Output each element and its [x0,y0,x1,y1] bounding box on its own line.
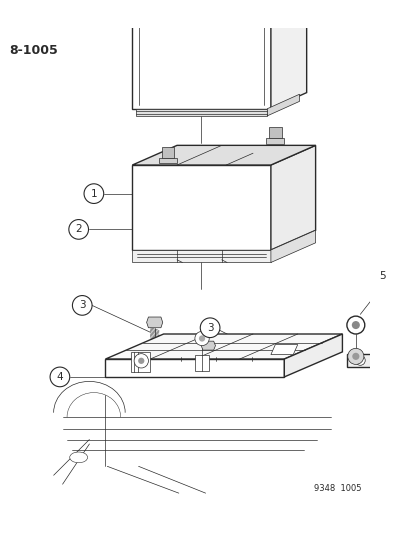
Circle shape [200,318,219,337]
Polygon shape [268,127,281,138]
Polygon shape [270,230,315,262]
Text: 2: 2 [75,224,82,235]
Polygon shape [266,138,284,143]
Text: 9348  1005: 9348 1005 [313,484,360,493]
Polygon shape [346,354,398,367]
Polygon shape [267,94,299,116]
Circle shape [195,332,209,345]
Polygon shape [130,352,150,372]
Text: 3: 3 [79,301,85,310]
Polygon shape [201,341,215,350]
Circle shape [138,358,144,364]
Polygon shape [132,146,315,165]
Polygon shape [270,146,315,250]
Text: 5: 5 [378,271,385,281]
Polygon shape [270,344,297,354]
Circle shape [199,335,205,342]
Circle shape [372,266,392,286]
Text: 3: 3 [206,323,213,333]
Polygon shape [159,158,177,163]
Circle shape [69,220,88,239]
Polygon shape [105,334,342,359]
Polygon shape [146,317,162,328]
Text: 8-1005: 8-1005 [9,44,57,58]
Circle shape [354,356,364,365]
Text: 1: 1 [90,189,97,199]
Ellipse shape [69,452,88,463]
Text: 4: 4 [57,372,63,382]
Polygon shape [161,147,174,158]
Polygon shape [139,0,292,4]
Polygon shape [284,334,342,377]
Circle shape [351,321,359,329]
Polygon shape [132,165,270,250]
Polygon shape [135,109,267,116]
Polygon shape [132,250,270,262]
Polygon shape [270,0,306,109]
Circle shape [347,348,363,365]
Circle shape [134,354,148,368]
Circle shape [351,353,358,360]
Polygon shape [105,359,284,377]
Polygon shape [132,0,270,109]
Circle shape [346,316,364,334]
Circle shape [84,184,104,204]
Polygon shape [195,354,209,370]
Circle shape [408,348,413,368]
Circle shape [72,296,92,315]
Circle shape [50,367,69,387]
